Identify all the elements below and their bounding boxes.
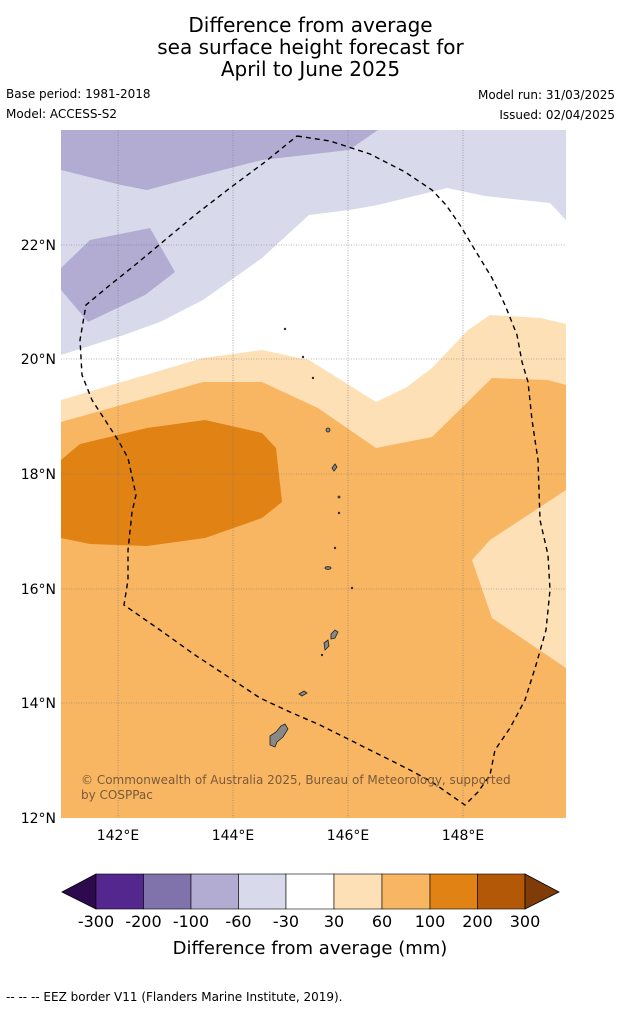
island-asuncion	[301, 355, 305, 359]
model-run-label: Model run: 31/03/2025	[477, 88, 615, 102]
lat-axis: 22°N 20°N 18°N 16°N 14°N 12°N	[21, 238, 56, 827]
lon-label: 142°E	[97, 828, 140, 844]
island-saipan	[330, 629, 339, 640]
lat-label: 22°N	[21, 238, 56, 254]
colorbar-swatch	[381, 873, 431, 910]
title-line-2: sea surface height forecast for	[157, 35, 464, 59]
lon-label: 146°E	[327, 828, 370, 844]
colorbar-tick: 100	[415, 912, 446, 931]
island-anatahan	[324, 566, 332, 570]
island-tinian	[323, 639, 330, 651]
graticule	[61, 130, 566, 818]
colorbar-swatch	[95, 873, 144, 910]
field-100-200	[61, 420, 282, 546]
colorbar-extend-high	[524, 873, 560, 910]
island-rota	[298, 690, 308, 697]
issued-label: Issued: 02/04/2025	[499, 108, 615, 122]
lat-label: 14°N	[21, 696, 56, 712]
lon-label: 148°E	[442, 828, 485, 844]
eez-legend-note: -- -- -- EEZ border V11 (Flanders Marine…	[6, 990, 343, 1004]
title-line-1: Difference from average	[188, 13, 433, 37]
colorbar-swatch	[333, 873, 383, 910]
island-sarigan	[333, 546, 337, 550]
field-neg60-neg100-north	[61, 130, 378, 190]
colorbar-tick: -30	[273, 912, 299, 931]
eez-border	[79, 135, 551, 806]
island-maug	[311, 376, 315, 380]
colorbar-tick: -200	[125, 912, 161, 931]
field-30-60-east	[472, 490, 566, 668]
colorbar-tick: 200	[462, 912, 493, 931]
island-alamagan	[337, 495, 341, 499]
lon-label: 144°E	[212, 828, 255, 844]
colorbar-tick: -300	[78, 912, 114, 931]
model-label: Model: ACCESS-S2	[6, 107, 118, 121]
island-aguijan	[320, 653, 324, 657]
lat-label: 16°N	[21, 582, 56, 598]
colorbar-tick: -100	[173, 912, 209, 931]
lat-label: 12°N	[21, 811, 56, 827]
map-title: Difference from average sea surface heig…	[0, 14, 621, 80]
colorbar-swatch	[190, 873, 239, 910]
lon-axis: 142°E 144°E 146°E 148°E	[97, 828, 485, 844]
islands	[269, 327, 354, 748]
island-guguan	[337, 511, 341, 515]
island-guam	[269, 723, 289, 748]
base-period-label: Base period: 1981-2018	[6, 87, 151, 101]
colorbar-label: Difference from average (mm)	[173, 938, 448, 959]
island-pagan	[331, 463, 338, 472]
colorbar	[61, 873, 560, 910]
field-neg30-neg60	[61, 130, 566, 355]
colorbar-swatch	[285, 873, 335, 910]
colorbar-swatch	[429, 873, 478, 910]
copyright-line-1: © Commonwealth of Australia 2025, Bureau…	[81, 773, 511, 787]
island-farallon-de-pajaros	[283, 327, 287, 331]
copyright-line-2: by COSPPac	[81, 788, 153, 802]
island-farallon	[350, 586, 354, 590]
title-line-3: April to June 2025	[220, 57, 401, 81]
colorbar-swatch	[477, 873, 526, 910]
island-agrihan	[325, 427, 331, 433]
colorbar-swatch	[143, 873, 192, 910]
lat-label: 18°N	[21, 467, 56, 483]
colorbar-tick: 30	[324, 912, 344, 931]
colorbar-extend-low	[61, 873, 97, 910]
colorbar-tick: 60	[372, 912, 392, 931]
colorbar-ticks: -300 -200 -100 -60 -30 30 60 100 200 300	[78, 912, 540, 931]
map-fields	[61, 130, 566, 818]
lat-label: 20°N	[21, 352, 56, 368]
colorbar-tick: 300	[510, 912, 541, 931]
colorbar-swatch	[238, 873, 287, 910]
colorbar-tick: -60	[225, 912, 251, 931]
